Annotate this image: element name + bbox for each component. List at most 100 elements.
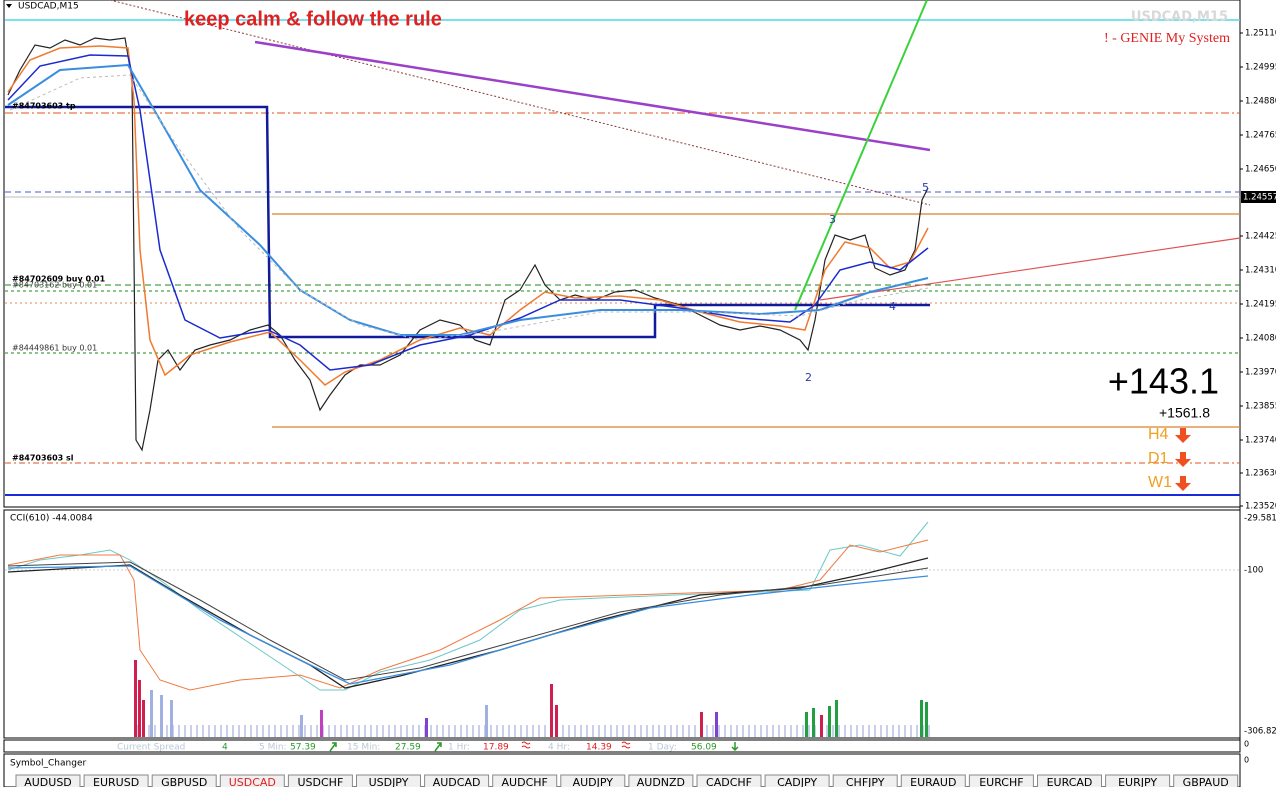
volume-bar (812, 708, 815, 737)
candles-trace (7, 37, 929, 452)
price-label: 1.24650 (1245, 165, 1276, 175)
symbol-button-label: USDJPY (369, 776, 409, 787)
volume-bar (682, 725, 684, 737)
symbol-button[interactable] (492, 774, 558, 787)
volume-bar (784, 725, 786, 737)
volume-bar (148, 725, 150, 737)
volume-bar (490, 725, 492, 737)
price-label: 1.23630 (1245, 469, 1276, 479)
symbol-button[interactable] (560, 774, 626, 787)
volume-bar (898, 725, 900, 737)
volume-bar (170, 700, 173, 737)
symbol-button-label: CHFJPY (846, 776, 885, 787)
cci-line (7, 539, 929, 691)
spread-arrow (621, 741, 631, 749)
volume-bar (562, 725, 564, 737)
volume-bar (178, 725, 180, 737)
symbol-button-label: CADCHF (706, 776, 752, 787)
price-label: 1.25110 (1245, 29, 1276, 39)
cci-line (7, 521, 929, 691)
volume-bar (598, 725, 600, 737)
cci-frame (3, 509, 1241, 739)
volume-bar (622, 725, 624, 737)
ema-mid (7, 54, 929, 371)
symbol-button[interactable] (219, 774, 285, 787)
spread-item: 5 Min: (259, 743, 287, 753)
volume-bar (280, 725, 282, 737)
volume-bar (856, 725, 858, 737)
symbol-button-label: USDCHF (298, 776, 344, 787)
symbol-button[interactable] (356, 774, 421, 787)
volume-bar (754, 725, 756, 737)
volume-bar (298, 725, 300, 737)
symbol-button-label: GBPUSD (161, 776, 207, 787)
symbol-button-label: EURJPY (1118, 776, 1157, 787)
volume-bar (604, 725, 606, 737)
cci-lines (7, 521, 929, 691)
volume-bar (700, 712, 703, 737)
volume-bar (352, 725, 354, 737)
symbol-button[interactable] (832, 774, 898, 787)
volume-bar (592, 725, 594, 737)
spread-item: Current Spread (117, 743, 185, 753)
symbol-button[interactable] (424, 774, 490, 787)
volume-bar (610, 725, 612, 737)
volume-bar (190, 725, 192, 737)
symbol-button[interactable] (15, 774, 81, 787)
trend-label: H4 (1148, 426, 1169, 443)
volume-bar (676, 725, 678, 737)
volume-bar (555, 705, 558, 737)
wave-label: 2 (805, 371, 812, 384)
symbol-button[interactable] (287, 774, 353, 787)
volume-bar (835, 700, 838, 737)
trend-line (109, 0, 931, 206)
trend-lines (5, 0, 1241, 339)
volume-bar (134, 660, 137, 737)
volume-bar (502, 725, 504, 737)
volume-bar (748, 725, 750, 737)
order-label: #84703603 sl (12, 454, 74, 463)
spread-arrow (329, 742, 337, 752)
symbol-button[interactable] (151, 774, 217, 787)
symbol-button-label: EURCHF (979, 776, 1023, 787)
volume-bar (425, 718, 428, 737)
volume-bar (850, 725, 852, 737)
volume-bar (364, 725, 366, 737)
symbol-button[interactable] (1037, 774, 1102, 787)
symbol-button[interactable] (968, 774, 1034, 787)
order-label: #84703603 tp (12, 102, 76, 111)
symbol-button-label: AUDJPY (573, 776, 614, 787)
volume-bar (772, 725, 774, 737)
system-name: ! - GENIE My System (1104, 31, 1230, 46)
volume-bar (920, 700, 923, 737)
symbol-button[interactable] (900, 774, 966, 787)
volume-bar (382, 725, 384, 737)
spread-item: 15 Min: (347, 743, 380, 753)
symbol-button[interactable] (628, 774, 694, 787)
volume-bar (274, 725, 276, 737)
wave-label: 5 (922, 181, 929, 194)
symbol-button[interactable] (764, 774, 830, 787)
menu-arrow[interactable] (6, 4, 12, 8)
spread-arrow (434, 742, 442, 752)
spread-item: 14.39 (586, 743, 612, 753)
volume-bar (292, 725, 294, 737)
symbol-button[interactable] (696, 774, 762, 787)
volume-bar (712, 725, 714, 737)
symbol-button-label: EURCAD (1047, 776, 1093, 787)
volume-bar (316, 725, 318, 737)
volume-bar (928, 725, 930, 737)
symbol-button[interactable] (83, 774, 149, 787)
symbol-button[interactable] (1173, 774, 1239, 787)
volume-bar (544, 725, 546, 737)
volume-bar (718, 725, 720, 737)
volume-bar (760, 725, 762, 737)
order-label: #84702609 buy 0.01 (12, 275, 106, 284)
volume-bar (925, 702, 928, 737)
symbol-button[interactable] (1105, 774, 1171, 787)
volume-bar (142, 700, 145, 737)
volume-bar (532, 725, 534, 737)
cci-scale: -306.820 (1244, 727, 1276, 737)
volume-bar (300, 715, 303, 737)
